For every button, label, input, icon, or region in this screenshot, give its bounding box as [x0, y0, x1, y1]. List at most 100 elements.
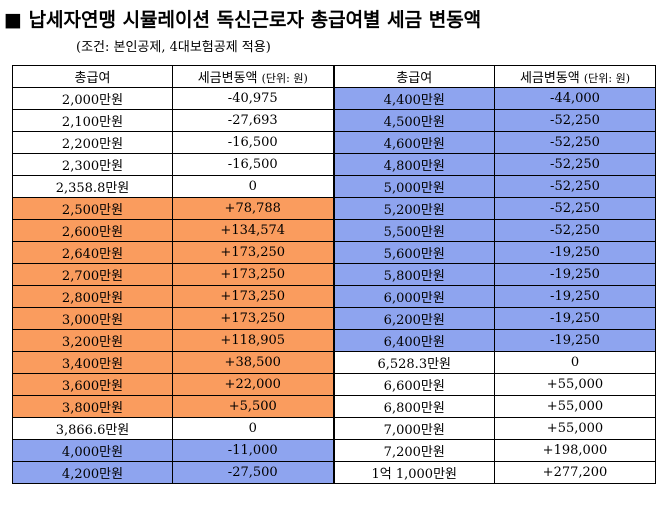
right-change-cell: -52,250: [494, 197, 656, 220]
right-salary-cell: 6,200만원: [332, 307, 495, 330]
left-change-cell: +173,250: [172, 263, 334, 286]
left-change-cell: -11,000: [172, 439, 334, 462]
right-salary-cell: 5,600만원: [332, 241, 495, 264]
header-change-right-unit: (단위: 원): [583, 72, 631, 85]
table-row: 3,800만원 +5,500 6,800만원 +55,000: [12, 395, 656, 418]
right-change-cell: 0: [494, 351, 656, 374]
table-row: 4,200만원 -27,500 1억 1,000만원 +277,200: [12, 461, 656, 484]
left-salary-cell: 2,000만원: [12, 87, 173, 110]
left-change-cell: +173,250: [172, 285, 334, 308]
left-salary-cell: 2,640만원: [12, 241, 173, 264]
page-title: ■ 납세자연맹 시뮬레이션 독신근로자 총급여별 세금 변동액: [4, 9, 482, 31]
left-salary-cell: 2,200만원: [12, 131, 173, 154]
left-change-cell: -16,500: [172, 153, 334, 176]
left-salary-cell: 2,300만원: [12, 153, 173, 176]
header-change-left-label: 세금변동액: [197, 71, 258, 86]
left-salary-cell: 4,200만원: [12, 461, 173, 484]
right-salary-cell: 1억 1,000만원: [332, 461, 495, 484]
left-salary-cell: 2,800만원: [12, 285, 173, 308]
right-salary-cell: 5,200만원: [332, 197, 495, 220]
right-salary-cell: 4,800만원: [332, 153, 495, 176]
left-salary-cell: 3,866.6만원: [12, 417, 173, 440]
right-change-cell: +55,000: [494, 395, 656, 418]
right-salary-cell: 4,500만원: [332, 109, 495, 132]
right-salary-cell: 5,800만원: [332, 263, 495, 286]
left-change-cell: -16,500: [172, 131, 334, 154]
table-row: 2,800만원 +173,250 6,000만원 -19,250: [12, 285, 656, 308]
left-salary-cell: 3,400만원: [12, 351, 173, 374]
left-change-cell: +173,250: [172, 241, 334, 264]
table-row: 2,100만원 -27,693 4,500만원 -52,250: [12, 109, 656, 132]
left-change-cell: +118,905: [172, 329, 334, 352]
right-change-cell: -44,000: [494, 87, 656, 110]
table-row: 2,700만원 +173,250 5,800만원 -19,250: [12, 263, 656, 286]
left-change-cell: -40,975: [172, 87, 334, 110]
header-change-right: 세금변동액 (단위: 원): [494, 65, 656, 88]
header-change-left: 세금변동액 (단위: 원): [172, 65, 334, 88]
left-change-cell: +5,500: [172, 395, 334, 418]
right-change-cell: -19,250: [494, 307, 656, 330]
table-row: 2,000만원 -40,975 4,400만원 -44,000: [12, 87, 656, 110]
right-salary-cell: 6,528.3만원: [332, 351, 495, 374]
right-salary-cell: 5,000만원: [332, 175, 495, 198]
left-change-cell: +22,000: [172, 373, 334, 396]
right-salary-cell: 6,800만원: [332, 395, 495, 418]
left-change-cell: +38,500: [172, 351, 334, 374]
table-row: 2,300만원 -16,500 4,800만원 -52,250: [12, 153, 656, 176]
table-row: 3,866.6만원 0 7,000만원 +55,000: [12, 417, 656, 440]
left-change-cell: 0: [172, 175, 334, 198]
right-salary-cell: 4,600만원: [332, 131, 495, 154]
right-change-cell: +277,200: [494, 461, 656, 484]
right-change-cell: -52,250: [494, 131, 656, 154]
left-salary-cell: 4,000만원: [12, 439, 173, 462]
table-body: 2,000만원 -40,975 4,400만원 -44,000 2,100만원 …: [12, 87, 656, 484]
right-change-cell: -52,250: [494, 109, 656, 132]
left-salary-cell: 3,000만원: [12, 307, 173, 330]
left-salary-cell: 2,700만원: [12, 263, 173, 286]
right-salary-cell: 4,400만원: [332, 87, 495, 110]
left-salary-cell: 2,600만원: [12, 219, 173, 242]
header-salary-left-label: 총급여: [74, 71, 111, 86]
table-row: 3,200만원 +118,905 6,400만원 -19,250: [12, 329, 656, 352]
header-change-right-label: 세금변동액: [519, 71, 580, 86]
table-row: 2,600만원 +134,574 5,500만원 -52,250: [12, 219, 656, 242]
left-change-cell: +134,574: [172, 219, 334, 242]
header-salary-right-label: 총급여: [396, 71, 433, 86]
table-row: 3,400만원 +38,500 6,528.3만원 0: [12, 351, 656, 374]
left-change-cell: +78,788: [172, 197, 334, 220]
header-salary-right: 총급여: [332, 65, 495, 88]
right-change-cell: -19,250: [494, 263, 656, 286]
table-row: 2,640만원 +173,250 5,600만원 -19,250: [12, 241, 656, 264]
right-change-cell: -19,250: [494, 329, 656, 352]
left-salary-cell: 2,500만원: [12, 197, 173, 220]
left-salary-cell: 2,100만원: [12, 109, 173, 132]
right-salary-cell: 5,500만원: [332, 219, 495, 242]
table-row: 3,600만원 +22,000 6,600만원 +55,000: [12, 373, 656, 396]
right-change-cell: +55,000: [494, 373, 656, 396]
right-change-cell: -19,250: [494, 285, 656, 308]
right-salary-cell: 6,600만원: [332, 373, 495, 396]
header-salary-left: 총급여: [12, 65, 173, 88]
page-subtitle: (조건: 본인공제, 4대보험공제 적용): [76, 40, 271, 55]
right-change-cell: -19,250: [494, 241, 656, 264]
table-header-row: 총급여 세금변동액 (단위: 원) 총급여 세금변동액 (단위: 원): [12, 65, 656, 88]
table-row: 3,000만원 +173,250 6,200만원 -19,250: [12, 307, 656, 330]
right-change-cell: -52,250: [494, 153, 656, 176]
right-salary-cell: 7,000만원: [332, 417, 495, 440]
tax-change-table: 총급여 세금변동액 (단위: 원) 총급여 세금변동액 (단위: 원) 2,00…: [12, 65, 656, 484]
left-salary-cell: 2,358.8만원: [12, 175, 173, 198]
right-salary-cell: 7,200만원: [332, 439, 495, 462]
table-row: 4,000만원 -11,000 7,200만원 +198,000: [12, 439, 656, 462]
right-change-cell: +55,000: [494, 417, 656, 440]
left-salary-cell: 3,200만원: [12, 329, 173, 352]
left-change-cell: 0: [172, 417, 334, 440]
left-salary-cell: 3,800만원: [12, 395, 173, 418]
right-change-cell: +198,000: [494, 439, 656, 462]
left-change-cell: +173,250: [172, 307, 334, 330]
right-change-cell: -52,250: [494, 175, 656, 198]
left-change-cell: -27,693: [172, 109, 334, 132]
right-salary-cell: 6,000만원: [332, 285, 495, 308]
left-change-cell: -27,500: [172, 461, 334, 484]
table-row: 2,358.8만원 0 5,000만원 -52,250: [12, 175, 656, 198]
header-change-left-unit: (단위: 원): [261, 72, 308, 85]
